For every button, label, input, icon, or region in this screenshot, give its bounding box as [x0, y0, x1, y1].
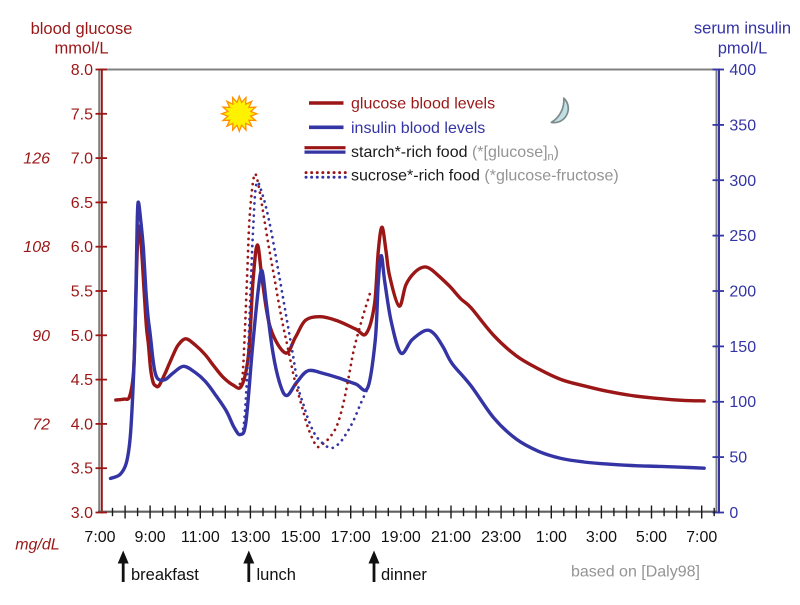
svg-text:7:00: 7:00	[84, 529, 115, 546]
svg-text:13:00: 13:00	[230, 529, 270, 546]
svg-text:mmol/L: mmol/L	[54, 40, 108, 58]
svg-text:400: 400	[729, 62, 756, 79]
svg-text:150: 150	[729, 339, 756, 356]
svg-text:11:00: 11:00	[181, 529, 220, 546]
svg-text:5.0: 5.0	[71, 328, 93, 345]
svg-text:5.5: 5.5	[71, 284, 93, 301]
svg-text:200: 200	[729, 284, 756, 301]
svg-text:4.5: 4.5	[71, 372, 93, 389]
svg-text:6.0: 6.0	[71, 239, 93, 256]
svg-text:126: 126	[23, 151, 50, 168]
svg-text:blood glucose: blood glucose	[31, 20, 133, 38]
svg-text:3.0: 3.0	[71, 505, 93, 522]
svg-text:based on [Daly98]: based on [Daly98]	[571, 564, 700, 581]
svg-text:7.5: 7.5	[71, 106, 93, 123]
svg-text:21:00: 21:00	[431, 529, 471, 546]
svg-text:7.0: 7.0	[71, 151, 93, 168]
svg-text:19:00: 19:00	[381, 529, 421, 546]
svg-text:insulin blood levels: insulin blood levels	[351, 120, 485, 137]
svg-text:3:00: 3:00	[586, 529, 617, 546]
svg-text:350: 350	[729, 117, 756, 134]
svg-text:250: 250	[729, 228, 756, 245]
svg-text:starch*-rich food (*[glucose]n: starch*-rich food (*[glucose]n)	[351, 144, 559, 163]
svg-text:lunch: lunch	[257, 566, 296, 584]
svg-text:50: 50	[729, 450, 747, 467]
svg-text:90: 90	[32, 328, 50, 345]
svg-text:7:00: 7:00	[686, 529, 717, 546]
svg-text:15:00: 15:00	[281, 529, 321, 546]
svg-text:5:00: 5:00	[636, 529, 667, 546]
svg-text:sucrose*-rich food (*glucose-f: sucrose*-rich food (*glucose-fructose)	[351, 168, 619, 185]
svg-text:4.0: 4.0	[71, 416, 93, 433]
svg-text:0: 0	[729, 505, 738, 522]
svg-text:9:00: 9:00	[135, 529, 166, 546]
svg-text:mg/dL: mg/dL	[15, 537, 59, 554]
svg-text:108: 108	[23, 239, 50, 256]
svg-text:1:00: 1:00	[536, 529, 567, 546]
svg-text:100: 100	[729, 394, 756, 411]
svg-text:23:00: 23:00	[481, 529, 521, 546]
svg-text:6.5: 6.5	[71, 195, 93, 212]
svg-text:8.0: 8.0	[71, 62, 93, 79]
svg-text:3.5: 3.5	[71, 461, 93, 478]
svg-text:17:00: 17:00	[331, 529, 371, 546]
svg-text:breakfast: breakfast	[131, 566, 199, 584]
svg-text:serum insulin: serum insulin	[694, 20, 791, 38]
svg-text:dinner: dinner	[381, 566, 427, 584]
svg-text:pmol/L: pmol/L	[718, 40, 768, 58]
svg-text:300: 300	[729, 173, 756, 190]
svg-text:72: 72	[32, 416, 50, 433]
svg-text:glucose blood levels: glucose blood levels	[351, 96, 495, 113]
